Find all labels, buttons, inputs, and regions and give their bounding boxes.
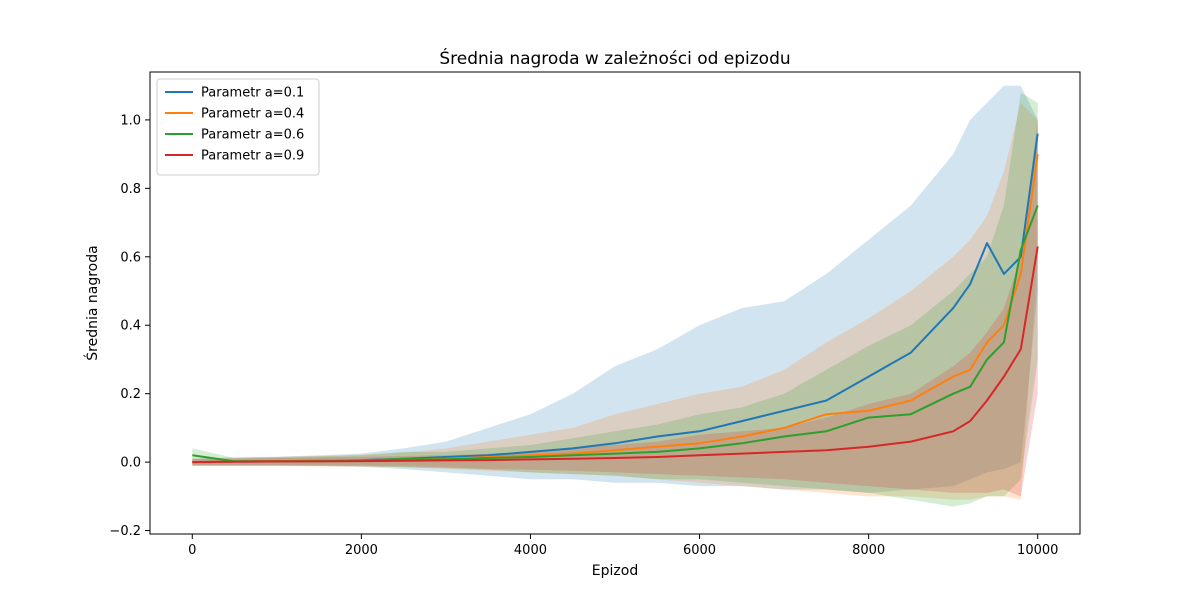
x-tick-label: 8000 [852,543,885,558]
legend-entry: Parametr a=0.9 [201,149,304,164]
y-tick-label: 0.8 [120,182,141,197]
x-tick-label: 2000 [345,543,378,558]
y-tick-label: 0.0 [120,456,141,471]
legend: Parametr a=0.1 Parametr a=0.4 Parametr a=0… [156,78,320,176]
series-band-1 [192,85,1038,493]
x-tick-label: 10000 [1017,543,1058,558]
legend-box [156,78,320,176]
x-tick-label: 6000 [683,543,716,558]
y-tick-label: 0.4 [120,319,141,334]
chart-title: Średnia nagroda w zależności od epizodu [439,47,790,69]
legend-entry: Parametr a=0.1 [201,86,304,101]
series-lines [192,133,1039,464]
legend-entry: Parametr a=0.6 [201,128,304,143]
x-tick-label: 4000 [514,543,547,558]
y-tick-label: 0.6 [120,250,141,265]
y-tick-label: 0.2 [120,387,141,402]
series-band-3 [192,92,1038,507]
y-tick-label: 1.0 [120,113,141,128]
y-axis-label: Średnia nagroda [83,245,101,360]
series-band-4 [192,119,1038,497]
series-line-4 [192,246,1039,464]
y-axis-ticks: −0.2 0.0 0.2 0.4 0.6 0.8 1.0 [109,113,150,539]
x-axis-label: Epizod [592,563,638,579]
x-axis-ticks: 0 2000 4000 6000 8000 10000 [188,534,1058,558]
plot-frame [149,71,1081,535]
y-tick-label: −0.2 [109,524,141,539]
x-tick-label: 0 [188,543,196,558]
legend-entry: Parametr a=0.4 [201,107,304,122]
